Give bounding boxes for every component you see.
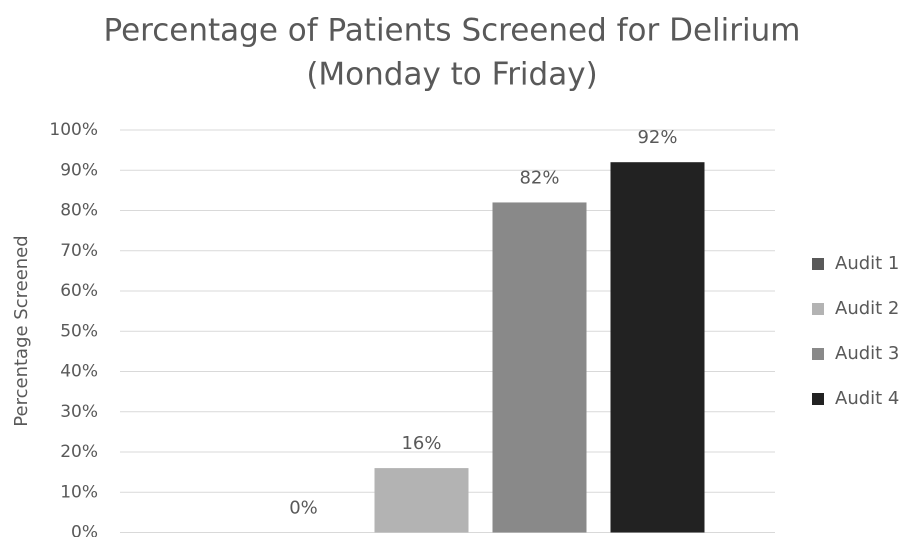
data-label: 82% xyxy=(519,167,559,188)
bar xyxy=(610,162,705,533)
y-tick-label: 70% xyxy=(60,241,98,261)
y-tick-label: 0% xyxy=(71,523,98,537)
y-tick-label: 60% xyxy=(60,281,98,301)
legend-swatch xyxy=(812,303,824,315)
legend-label: Audit 3 xyxy=(835,343,899,364)
data-label: 0% xyxy=(289,498,318,519)
y-tick-label: 10% xyxy=(60,482,98,502)
bar xyxy=(374,468,469,533)
legend-swatch xyxy=(812,258,824,270)
y-tick-label: 90% xyxy=(60,160,98,180)
y-axis-label: Percentage Screened xyxy=(11,235,32,426)
chart-title: (Monday to Friday) xyxy=(306,57,597,93)
y-tick-label: 40% xyxy=(60,362,98,382)
y-tick-label: 80% xyxy=(60,201,98,221)
legend-label: Audit 1 xyxy=(835,253,899,274)
data-label: 16% xyxy=(401,433,441,454)
y-tick-label: 50% xyxy=(60,321,98,341)
y-tick-label: 100% xyxy=(49,120,98,140)
y-tick-label: 30% xyxy=(60,402,98,422)
legend-swatch xyxy=(812,348,824,360)
data-label: 92% xyxy=(637,127,677,148)
bar xyxy=(492,202,587,533)
legend-label: Audit 2 xyxy=(835,298,899,319)
y-tick-label: 20% xyxy=(60,442,98,462)
legend-swatch xyxy=(812,393,824,405)
chart-title: Percentage of Patients Screened for Deli… xyxy=(104,13,801,49)
legend-label: Audit 4 xyxy=(835,388,899,409)
